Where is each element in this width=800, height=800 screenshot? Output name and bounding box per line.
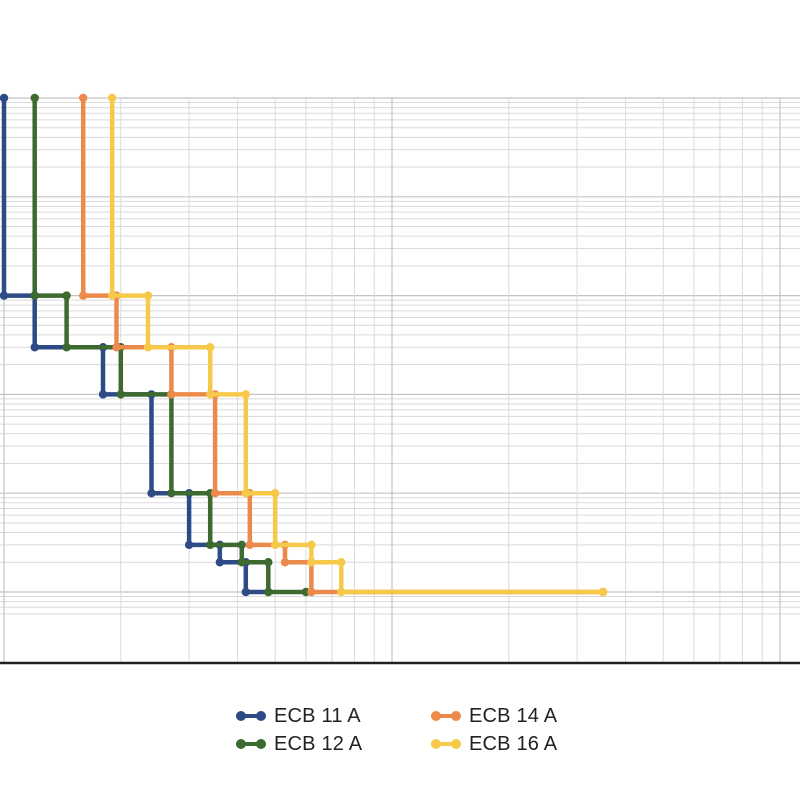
data-point: [264, 558, 273, 567]
data-point: [143, 343, 153, 352]
series-line: [80, 95, 606, 595]
data-point: [62, 343, 71, 352]
data-point: [215, 558, 225, 567]
data-point: [30, 93, 39, 103]
legend-label: ECB 14 A: [469, 704, 558, 727]
data-point: [206, 540, 215, 550]
data-point: [116, 390, 125, 399]
data-point: [241, 587, 251, 597]
data-point: [0, 93, 9, 103]
data-point: [78, 93, 88, 103]
data-point: [237, 540, 246, 550]
data-point: [167, 489, 176, 498]
data-point: [30, 343, 39, 352]
data-point: [78, 291, 88, 300]
data-point: [107, 93, 117, 103]
data-point: [307, 587, 316, 597]
data-point: [210, 489, 220, 498]
data-point: [147, 489, 156, 498]
data-point: [112, 343, 121, 352]
data-point: [184, 540, 194, 550]
data-point: [98, 390, 108, 399]
series-line: [109, 95, 606, 595]
legend-item-ecb-14a: ECB 14 A: [431, 704, 596, 728]
data-point: [241, 489, 251, 498]
data-point: [337, 587, 346, 597]
legend-item-ecb-11a: ECB 11 A: [236, 704, 431, 728]
data-point: [271, 489, 280, 498]
data-point: [271, 540, 280, 550]
legend-item-ecb-12a: ECB 12 A: [236, 732, 431, 756]
data-point: [237, 558, 246, 567]
data-point: [245, 540, 254, 550]
data-point: [143, 291, 153, 300]
legend: ECB 11 A ECB 14 A ECB 12 A EC: [236, 704, 596, 756]
data-point: [107, 291, 117, 300]
legend-label: ECB 11 A: [274, 704, 361, 727]
data-point: [598, 587, 608, 597]
data-point: [337, 558, 346, 567]
legend-swatch-icon: [431, 711, 461, 721]
legend-label: ECB 12 A: [274, 732, 363, 755]
legend-swatch-icon: [431, 739, 461, 749]
data-point: [307, 540, 316, 550]
legend-swatch-icon: [236, 739, 266, 749]
data-point: [307, 558, 316, 567]
legend-swatch-icon: [236, 711, 266, 721]
legend-label: ECB 16 A: [469, 732, 558, 755]
data-point: [241, 390, 251, 399]
data-point: [167, 390, 176, 399]
plot-area: [0, 93, 800, 665]
data-point: [206, 390, 215, 399]
data-point: [30, 291, 39, 300]
data-point: [206, 343, 215, 352]
legend-item-ecb-16a: ECB 16 A: [431, 732, 596, 756]
data-point: [0, 291, 9, 300]
data-point: [264, 587, 273, 597]
data-point: [280, 558, 290, 567]
data-point: [62, 291, 71, 300]
series-line: [1, 95, 271, 595]
